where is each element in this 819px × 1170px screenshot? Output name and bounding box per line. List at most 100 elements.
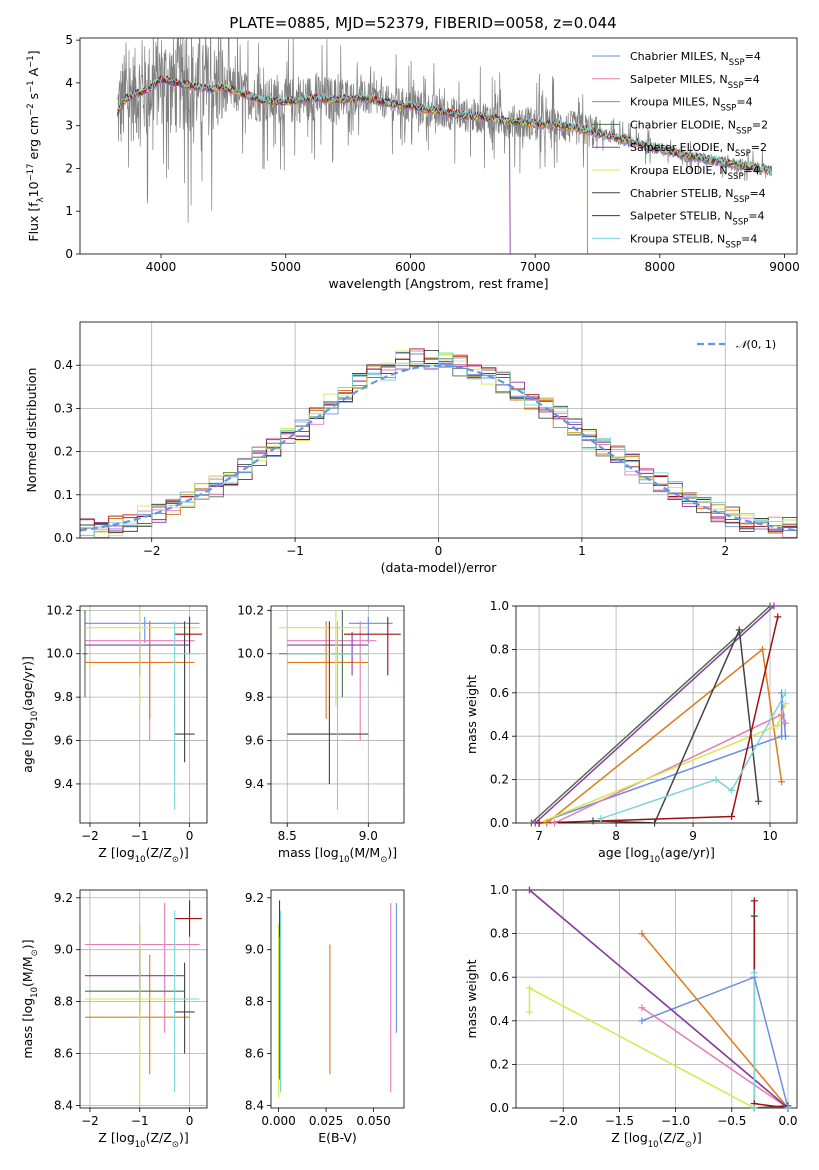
weight-line-kroupa_stelib xyxy=(600,692,787,820)
weight-point-chabrier_stelib xyxy=(589,817,597,825)
x-tick-label: 9 xyxy=(689,829,697,843)
y-tick-label: 1.0 xyxy=(490,599,509,613)
weight-point-salpeter_miles xyxy=(778,711,786,718)
plot-area xyxy=(278,900,397,1098)
y-tick-label: 0.0 xyxy=(54,531,73,545)
panel-age_vs_Z: −2 −1 0 9.4 9.6 9.8 10.0 10.2 Z [log10(Z/Z⊙)] age… xyxy=(20,603,208,865)
x-tick-label: 0 xyxy=(186,829,194,843)
y-tick-label: 0.4 xyxy=(490,1014,509,1028)
weight-point-chabrier_miles xyxy=(638,1017,646,1025)
y-axis-label: Flux [fλ10−17 erg cm−2 s−1 A−1] xyxy=(26,50,46,241)
x-tick-label: 8 xyxy=(612,829,620,843)
weight-point-salpeter_stelib xyxy=(774,613,782,621)
figure-title: PLATE=0885, MJD=52379, FIBERID=0058, z=0… xyxy=(229,14,616,32)
y-tick-label: 9.0 xyxy=(54,943,73,957)
weight-line-chabrier_elodie xyxy=(530,606,771,823)
x-axis-label: Z [log10(Z/Z⊙)] xyxy=(611,1130,701,1150)
y-tick-label: 0.8 xyxy=(490,927,509,941)
x-tick-label: 5000 xyxy=(270,260,301,274)
weight-point-kroupa_miles xyxy=(778,778,786,786)
x-axis-label: Z [log10(Z/Z⊙)] xyxy=(98,1130,188,1150)
y-tick-label: 4 xyxy=(65,76,73,90)
weight-point-kroupa_elodie xyxy=(525,1008,533,1016)
x-tick-label: 8000 xyxy=(645,260,676,274)
y-tick-label: 10.0 xyxy=(237,647,264,661)
x-tick-label: −1.0 xyxy=(661,1114,690,1128)
x-tick-label: 0.050 xyxy=(356,1114,390,1128)
weight-line-salpeter_miles xyxy=(641,1007,789,1108)
weight-point-kroupa_stelib xyxy=(597,815,605,823)
legend-label-salpeter_stelib: Salpeter STELIB, NSSP=4 xyxy=(630,210,765,228)
y-tick-label: 9.4 xyxy=(245,777,264,791)
x-tick-label: 2 xyxy=(721,544,729,558)
weight-point-salpeter_stelib xyxy=(750,897,758,905)
legend-label-kroupa_elodie: Kroupa ELODIE, NSSP=4 xyxy=(630,164,760,182)
y-tick-label: 10.2 xyxy=(237,603,264,617)
panel-massweight_vs_Z: −2.0 −1.5 −1.0 −0.5 0.0 0.0 0.2 0.4 0.6 0.8 1.0 Z [… xyxy=(464,883,798,1150)
x-tick-label: −1 xyxy=(286,544,304,558)
y-tick-label: 9.8 xyxy=(54,690,73,704)
legend-label-chabrier_elodie: Chabrier ELODIE, NSSP=2 xyxy=(630,118,768,136)
y-tick-label: 0.0 xyxy=(490,1101,509,1115)
y-tick-label: 0.6 xyxy=(490,686,509,700)
weight-point-chabrier_stelib xyxy=(651,819,659,827)
axes-frame xyxy=(515,889,798,1109)
y-tick-label: 5 xyxy=(65,33,73,47)
y-tick-label: 0.2 xyxy=(490,1057,509,1071)
y-axis-label: mass weight xyxy=(464,959,479,1038)
weight-point-salpeter_elodie xyxy=(525,886,533,894)
x-tick-label: −0.5 xyxy=(717,1114,746,1128)
y-tick-label: 0 xyxy=(65,247,73,261)
weight-point-kroupa_miles xyxy=(543,819,551,827)
y-tick-label: 3 xyxy=(65,119,73,133)
axes-frame xyxy=(79,321,798,539)
plot-area xyxy=(82,610,203,810)
x-axis-label: age [log10(age/yr)] xyxy=(598,845,715,865)
y-tick-label: 9.2 xyxy=(245,891,264,905)
axes-frame xyxy=(79,37,798,255)
y-tick-label: 2 xyxy=(65,161,73,175)
x-tick-label: 9000 xyxy=(769,260,800,274)
panel-mass_vs_ebv: 0.000 0.025 0.050 8.4 8.6 8.8 9.0 9.2 E(B-V) xyxy=(245,889,405,1145)
x-axis-label: (data-model)/error xyxy=(381,560,498,575)
y-tick-label: 8.4 xyxy=(245,1098,264,1112)
x-tick-label: 8.5 xyxy=(278,829,297,843)
axes-frame xyxy=(79,889,208,1109)
y-tick-label: 10.2 xyxy=(46,603,73,617)
weight-point-kroupa_elodie xyxy=(774,721,782,729)
legend-label-salpeter_elodie: Salpeter ELODIE, NSSP=2 xyxy=(630,141,767,159)
weight-point-kroupa_stelib xyxy=(784,1104,792,1112)
x-tick-label: 0.000 xyxy=(261,1114,295,1128)
y-tick-label: 0.6 xyxy=(490,970,509,984)
x-tick-label: −2 xyxy=(143,544,161,558)
x-tick-label: −1.5 xyxy=(605,1114,634,1128)
y-tick-label: 9.0 xyxy=(245,943,264,957)
x-tick-label: −2 xyxy=(81,829,99,843)
weight-point-salpeter_elodie xyxy=(770,602,778,610)
legend-label-kroupa_miles: Kroupa MILES, NSSP=4 xyxy=(630,96,753,114)
axes-frame xyxy=(270,605,405,824)
plot-area xyxy=(279,610,401,810)
weight-point-kroupa_miles xyxy=(758,645,766,653)
y-tick-label: 10.0 xyxy=(46,647,73,661)
y-tick-label: 0.3 xyxy=(54,401,73,415)
weight-point-salpeter_stelib xyxy=(728,812,736,820)
x-tick-label: 0 xyxy=(435,544,443,558)
weight-point-salpeter_miles xyxy=(550,819,558,827)
weight-point-kroupa_stelib xyxy=(712,776,720,784)
y-tick-label: 8.4 xyxy=(54,1098,73,1112)
y-tick-label: 1.0 xyxy=(490,883,509,897)
legend-label-chabrier_miles: Chabrier MILES, NSSP=4 xyxy=(630,50,761,68)
weight-point-kroupa_stelib xyxy=(750,1104,758,1112)
y-tick-label: 8.6 xyxy=(245,1047,264,1061)
plot-area xyxy=(84,900,203,1098)
x-tick-label: 0.025 xyxy=(309,1114,343,1128)
weight-point-kroupa_miles xyxy=(638,930,646,938)
weight-line-chabrier_stelib xyxy=(592,627,760,823)
weight-line-salpeter_elodie xyxy=(529,890,789,1108)
weight-point-salpeter_miles xyxy=(781,719,789,727)
weight-point-chabrier_stelib xyxy=(755,797,763,805)
x-axis-label: mass [log10(M/M⊙)] xyxy=(278,845,397,865)
plot-area xyxy=(80,348,797,538)
